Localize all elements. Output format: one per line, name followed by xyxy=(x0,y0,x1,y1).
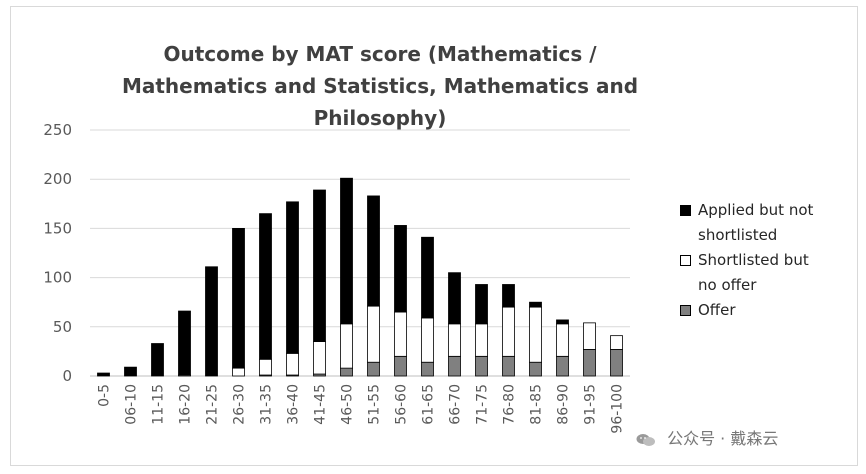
bar-segment xyxy=(394,355,407,377)
watermark-text: 公众号 · 戴森云 xyxy=(667,429,779,448)
chart-legend: Applied but not shortlisted Shortlisted … xyxy=(678,198,848,323)
bar-segment xyxy=(421,317,434,363)
legend-swatch-offer xyxy=(680,305,691,316)
y-tick-label: 200 xyxy=(43,170,72,188)
bar-segment xyxy=(529,306,542,363)
x-tick-label: 36-40 xyxy=(286,384,302,425)
bar-segment xyxy=(421,236,434,319)
x-tick-label: 21-25 xyxy=(205,384,221,425)
x-tick-label: 26-30 xyxy=(232,384,248,425)
legend-label-shortlisted-line1: Shortlisted but xyxy=(698,251,809,269)
bar-segment xyxy=(205,266,218,377)
chart-title-line-2: Mathematics and Statistics, Mathematics … xyxy=(121,74,639,130)
bar-segment xyxy=(448,323,461,357)
chart-frame xyxy=(10,6,858,466)
legend-label-applied-line1: Applied but not xyxy=(698,201,814,219)
bar-segment xyxy=(502,306,515,357)
bar-segment xyxy=(124,366,137,377)
bar-segment xyxy=(475,355,488,377)
x-tick-label: 41-45 xyxy=(313,384,329,425)
bar-segment xyxy=(232,367,245,377)
x-tick-label: 86-90 xyxy=(556,384,572,425)
bar-segment xyxy=(448,272,461,325)
bar-segment xyxy=(556,323,569,357)
y-tick-label: 250 xyxy=(43,121,72,139)
bar-segment xyxy=(475,323,488,357)
bar-segment xyxy=(556,355,569,377)
bar-segment xyxy=(151,343,164,377)
bar-segment xyxy=(529,361,542,377)
legend-item-offer: Offer xyxy=(678,298,848,323)
wechat-icon xyxy=(636,433,655,446)
chart-title-line-1: Outcome by MAT score (Mathematics / xyxy=(163,42,597,66)
y-tick-label: 100 xyxy=(43,269,72,287)
bar-segment xyxy=(610,349,623,377)
bar-segment xyxy=(97,372,110,377)
x-tick-label: 91-95 xyxy=(583,384,599,425)
bar-segment xyxy=(259,358,272,376)
legend-swatch-applied xyxy=(680,205,691,216)
legend-label-offer: Offer xyxy=(698,301,736,319)
x-tick-label: 51-55 xyxy=(367,384,383,425)
legend-swatch-shortlisted xyxy=(680,255,691,266)
bar-segment xyxy=(583,322,596,350)
y-tick-label: 150 xyxy=(43,219,72,237)
bar-segment xyxy=(367,305,380,363)
bar-segment xyxy=(421,361,434,377)
bar-segment xyxy=(340,367,353,377)
bar-segment xyxy=(502,355,515,377)
bar-segment xyxy=(340,177,353,325)
x-tick-label: 66-70 xyxy=(448,384,464,425)
x-tick-label: 06-10 xyxy=(124,384,140,425)
x-tick-label: 16-20 xyxy=(178,384,194,425)
x-tick-label: 0-5 xyxy=(97,384,113,407)
bar-segment xyxy=(556,319,569,325)
chart-title: Outcome by MAT score (Mathematics / Math… xyxy=(80,38,680,134)
bar-segment xyxy=(475,284,488,325)
legend-label-applied-line2: shortlisted xyxy=(698,226,778,244)
bar-segment xyxy=(286,352,299,376)
watermark: 公众号 · 戴森云 xyxy=(636,425,778,449)
x-tick-label: 11-15 xyxy=(151,384,167,425)
bar-segment xyxy=(340,323,353,369)
x-tick-label: 61-65 xyxy=(421,384,437,425)
x-tick-label: 31-35 xyxy=(259,384,275,425)
bar-segment xyxy=(313,341,326,375)
x-tick-label: 76-80 xyxy=(502,384,518,425)
x-tick-label: 56-60 xyxy=(394,384,410,425)
legend-item-shortlisted: Shortlisted but no offer xyxy=(678,248,848,298)
bar-segment xyxy=(583,349,596,377)
x-tick-label: 96-100 xyxy=(610,384,626,434)
x-tick-label: 81-85 xyxy=(529,384,545,425)
bar-segment xyxy=(610,335,623,350)
legend-item-applied: Applied but not shortlisted xyxy=(678,198,848,248)
bar-segment xyxy=(313,189,326,342)
bar-segment xyxy=(259,213,272,360)
bar-segment xyxy=(178,310,191,376)
bar-segment xyxy=(529,301,542,308)
legend-label-shortlisted-line2: no offer xyxy=(698,276,757,294)
bar-segment xyxy=(394,311,407,357)
x-tick-label: 46-50 xyxy=(340,384,356,425)
bar-segment xyxy=(232,227,245,369)
bar-segment xyxy=(448,355,461,377)
y-tick-label: 50 xyxy=(53,318,72,336)
bar-segment xyxy=(367,361,380,377)
bar-segment xyxy=(502,284,515,308)
y-tick-label: 0 xyxy=(62,367,72,385)
bar-segment xyxy=(286,201,299,354)
bar-segment xyxy=(367,195,380,307)
bar-segment xyxy=(394,225,407,313)
x-tick-label: 71-75 xyxy=(475,384,491,425)
